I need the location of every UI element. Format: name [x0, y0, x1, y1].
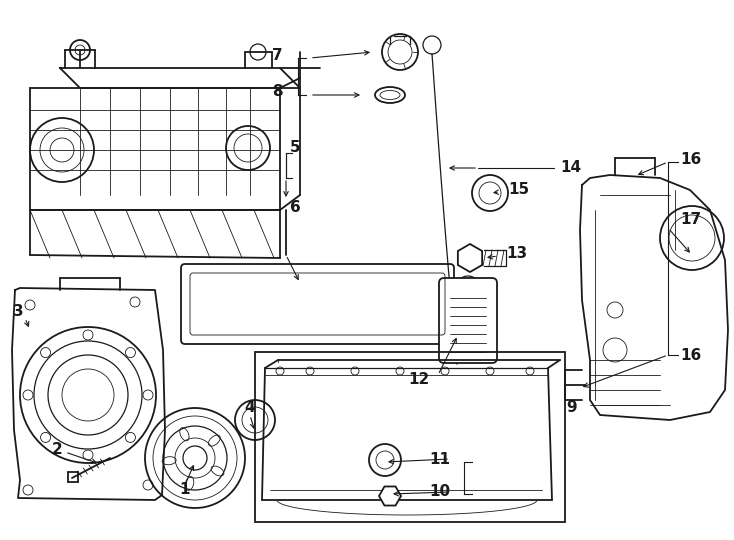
Polygon shape: [30, 88, 300, 210]
FancyBboxPatch shape: [439, 278, 497, 363]
Polygon shape: [458, 244, 482, 272]
Text: 16: 16: [680, 348, 701, 362]
Text: 1: 1: [180, 483, 190, 497]
Text: 4: 4: [244, 401, 255, 415]
Text: 8: 8: [272, 84, 283, 99]
Text: 12: 12: [409, 373, 430, 388]
Polygon shape: [60, 68, 300, 88]
Polygon shape: [12, 288, 165, 500]
Bar: [255, 352, 565, 522]
Text: 6: 6: [290, 200, 301, 215]
Text: 3: 3: [12, 305, 23, 320]
Text: 2: 2: [51, 442, 62, 457]
Text: 17: 17: [680, 213, 701, 227]
Text: 13: 13: [506, 246, 527, 261]
Text: 11: 11: [429, 451, 450, 467]
Text: 7: 7: [272, 48, 283, 63]
Text: 9: 9: [566, 401, 577, 415]
Text: 5: 5: [290, 140, 301, 156]
Polygon shape: [379, 487, 401, 505]
Text: 14: 14: [560, 160, 581, 176]
Text: 16: 16: [680, 152, 701, 167]
Text: 10: 10: [429, 484, 450, 500]
FancyBboxPatch shape: [181, 264, 454, 344]
Text: 15: 15: [508, 183, 529, 198]
Polygon shape: [580, 175, 728, 420]
